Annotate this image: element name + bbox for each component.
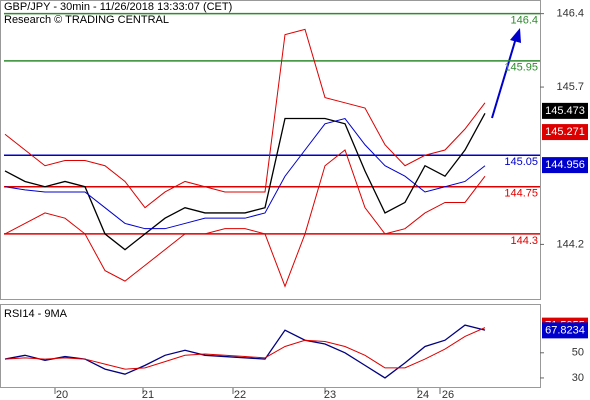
y-tick-label: 144.2: [556, 238, 584, 250]
x-tick-label: 24: [417, 389, 429, 400]
x-tick-label: 26: [442, 389, 454, 400]
series-line: [4, 117, 486, 230]
series-line: [4, 28, 486, 209]
y-tick-label: 50: [572, 347, 584, 359]
level-label: 144.3: [510, 235, 538, 247]
series-line: [4, 112, 486, 251]
price-box: [542, 322, 588, 339]
arrow-head: [510, 28, 521, 43]
price-box-label: 145.271: [545, 126, 585, 138]
price-box-label: 67.8234: [545, 324, 585, 336]
level-label: 146.4: [510, 15, 538, 27]
x-tick-label: 21: [142, 389, 154, 400]
arrow: [491, 37, 517, 119]
rsi-panel: [0, 304, 541, 388]
price-box: [542, 102, 588, 119]
series-line: [4, 149, 486, 288]
x-tick-label: 23: [324, 389, 336, 400]
price-box-label: 145.473: [545, 105, 585, 117]
series-line: [4, 324, 486, 379]
price-box: [542, 157, 588, 174]
main-panel: [0, 0, 541, 300]
chart-title: GBP/JPY - 30min - 11/26/2018 13:33:07 (C…: [4, 1, 232, 13]
level-label: 144.75: [504, 188, 538, 200]
price-box-label: 144.956: [545, 159, 585, 171]
level-label: 145.95: [504, 62, 538, 74]
y-tick-label: 30: [572, 372, 584, 384]
price-box: [542, 124, 588, 141]
x-tick-label: 22: [234, 389, 246, 400]
rsi-title: RSI14 - 9MA: [4, 308, 68, 320]
x-tick-label: 20: [56, 389, 68, 400]
y-tick-label: 146.4: [556, 8, 584, 20]
series-line: [4, 327, 486, 370]
y-tick-label: 145.7: [556, 81, 584, 93]
chart-subtitle: Research © TRADING CENTRAL: [4, 14, 169, 26]
level-label: 145.05: [504, 156, 538, 168]
